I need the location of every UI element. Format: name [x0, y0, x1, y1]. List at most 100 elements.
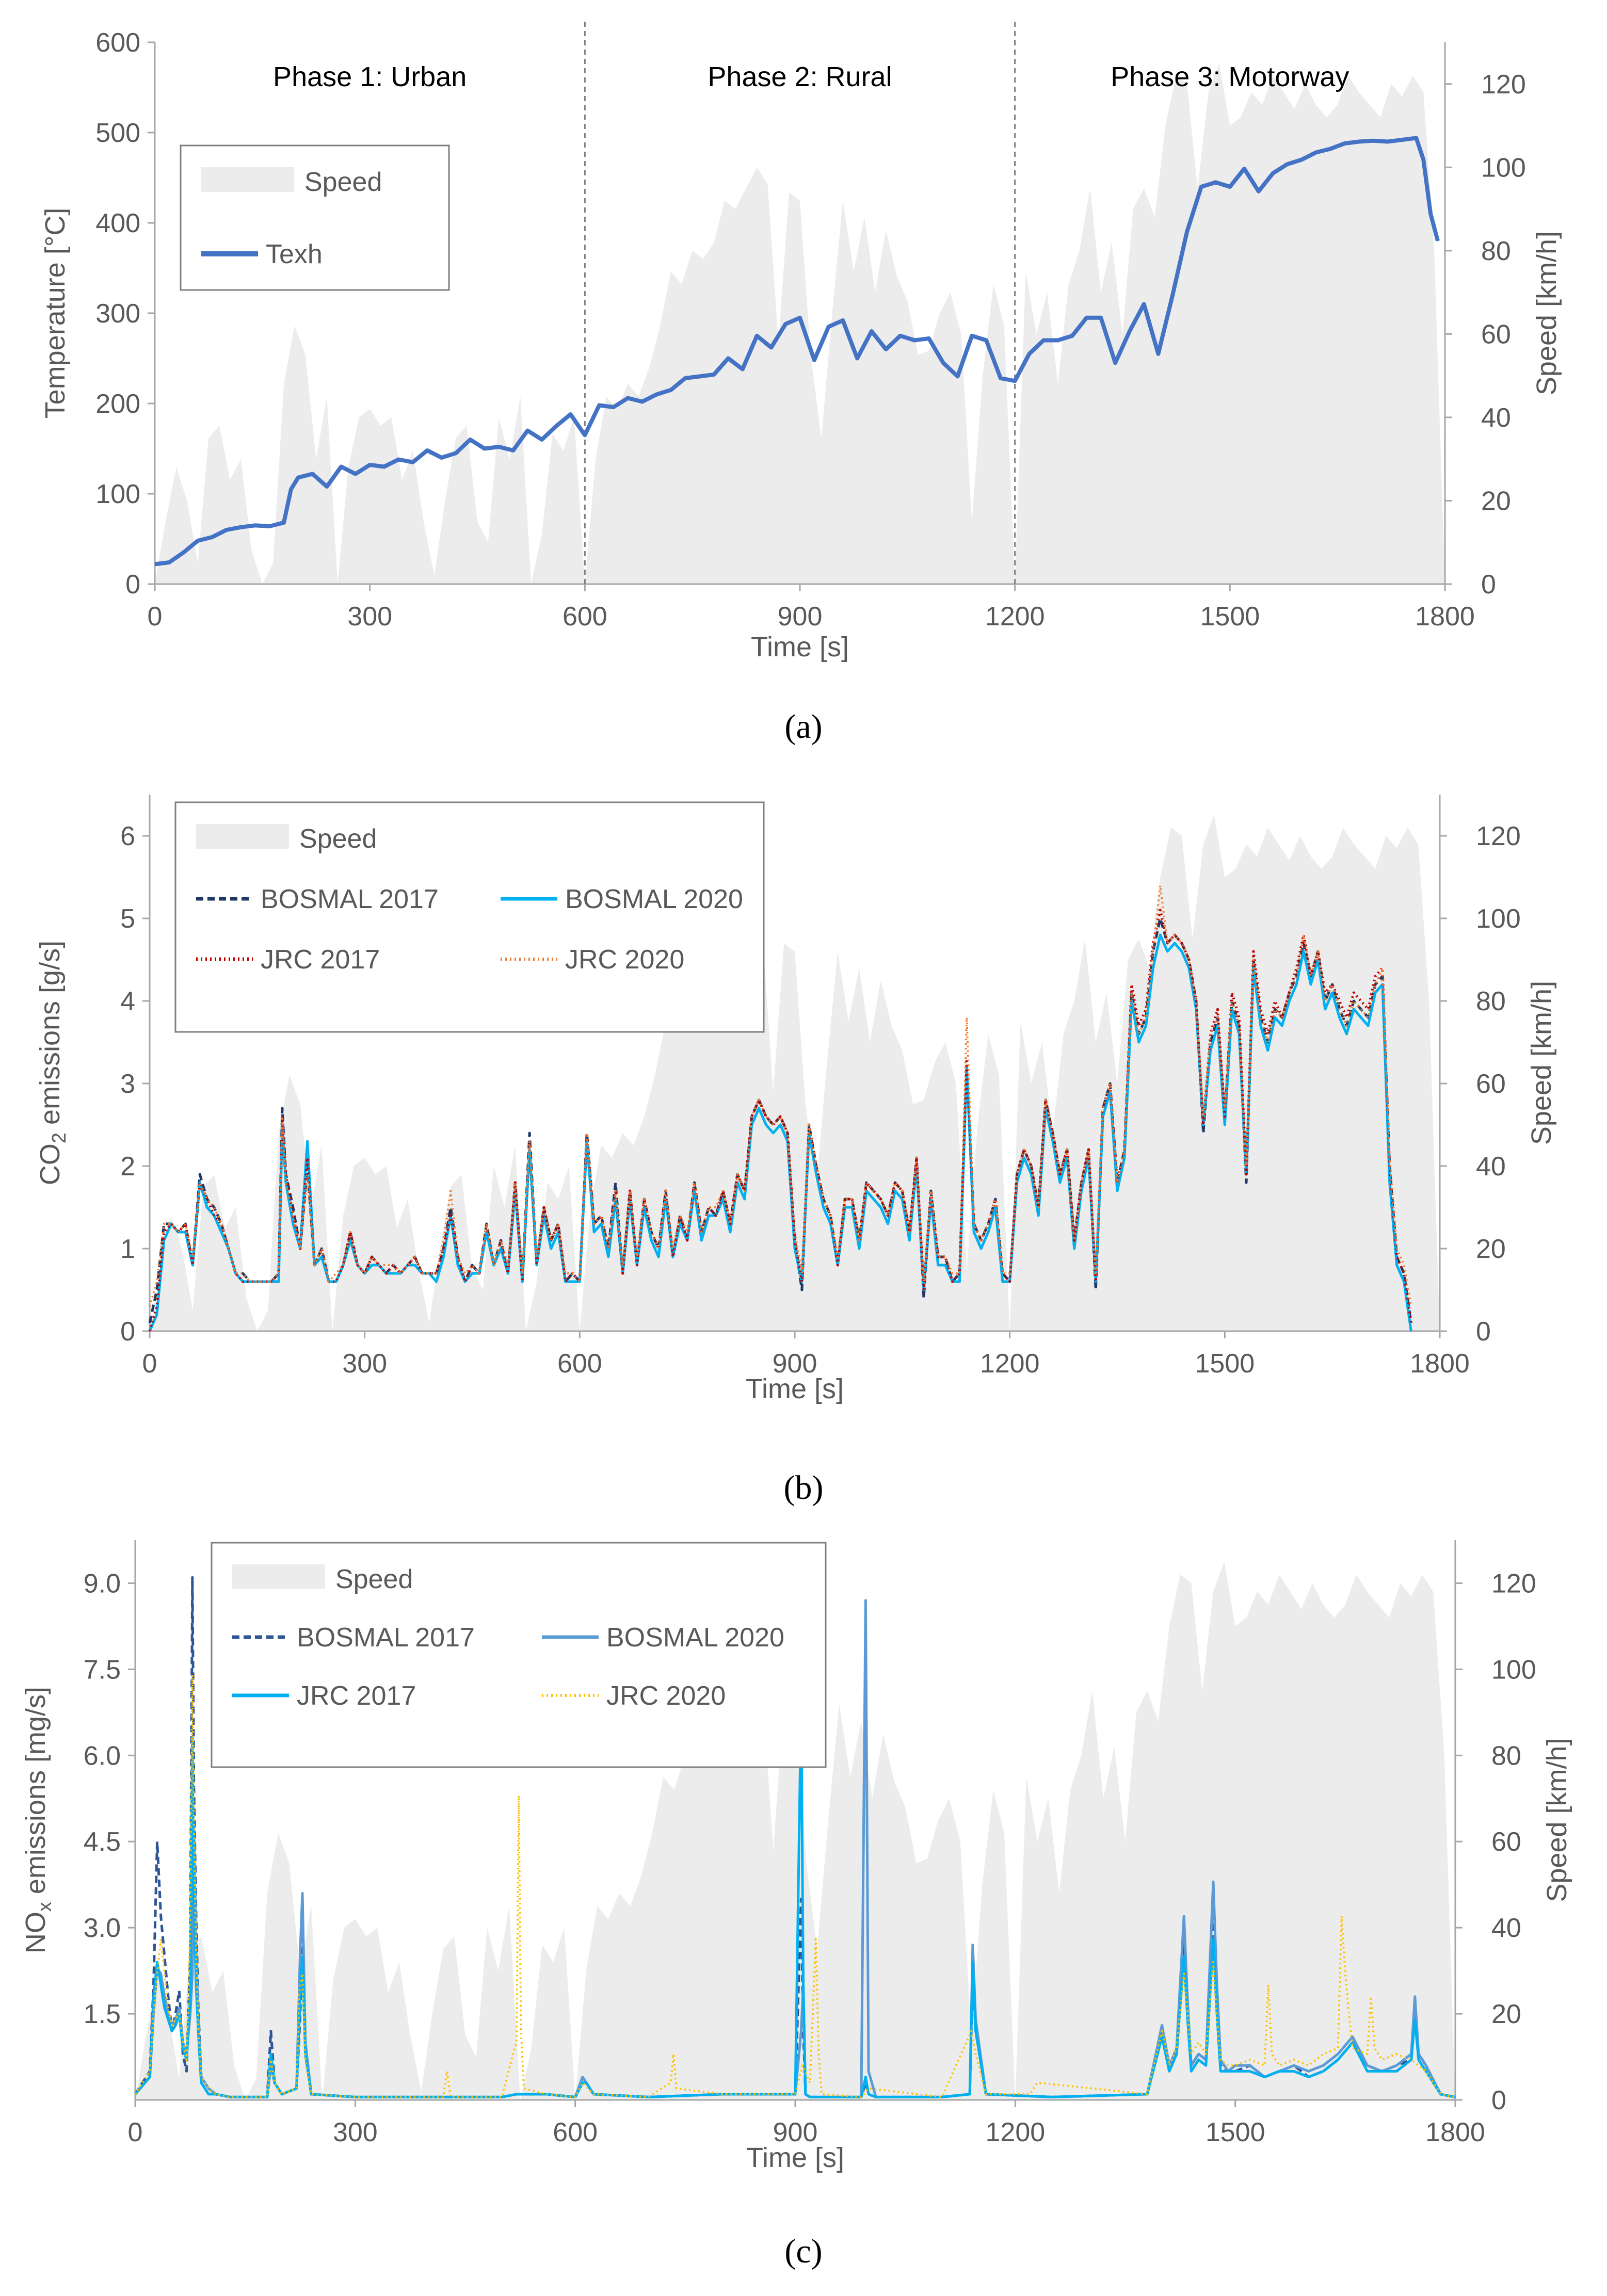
legend-label: Texh — [266, 239, 323, 269]
y-axis-title: NOx emissions [mg/s] — [20, 1687, 56, 1953]
y-tick-label: 300 — [95, 299, 140, 329]
y2-tick-label: 40 — [1476, 1152, 1506, 1182]
y2-tick-label: 20 — [1481, 486, 1511, 516]
y2-tick-label: 60 — [1491, 1827, 1521, 1857]
y-tick-label: 4 — [120, 987, 135, 1016]
x-tick-label: 0 — [128, 2117, 143, 2147]
x-tick-label: 1800 — [1425, 2117, 1485, 2147]
y2-axis-title: Speed [km/h] — [1541, 1738, 1572, 1902]
legend: Speed BOSMAL 2017 BOSMAL 2020 JRC 2017 JRC 2… — [174, 801, 765, 1033]
y2-tick-label: 120 — [1481, 70, 1526, 100]
y2-tick-label: 80 — [1481, 236, 1511, 266]
legend-swatch-speed — [201, 167, 294, 192]
y-tick-label: 200 — [95, 389, 140, 419]
caption-a: (a) — [784, 708, 822, 746]
y2-tick-label: 100 — [1481, 153, 1526, 183]
y-tick-label: 400 — [95, 208, 140, 238]
x-tick-label: 900 — [773, 2117, 818, 2147]
y2-tick-label: 40 — [1491, 1913, 1521, 1943]
x-tick-label: 1500 — [1195, 1349, 1255, 1379]
legend-label: Speed — [299, 824, 377, 854]
legend-label: Speed — [304, 167, 382, 197]
y2-tick-label: 80 — [1476, 987, 1506, 1016]
y-tick-label: 3.0 — [84, 1913, 121, 1943]
x-tick-label: 0 — [148, 602, 163, 632]
y-tick-label: 1.5 — [84, 1999, 121, 2029]
chart-panel-b: 0 300 600 900 1200 1500 1800012345602040608010… — [35, 795, 1557, 1404]
speed-area — [150, 815, 1440, 1331]
legend-label: JRC 2020 — [606, 1681, 726, 1711]
x-tick-label: 300 — [347, 602, 392, 632]
legend-label: BOSMAL 2020 — [565, 884, 743, 914]
y2-tick-label: 20 — [1491, 1999, 1521, 2029]
y2-tick-label: 0 — [1476, 1317, 1491, 1347]
y-tick-label: 500 — [95, 118, 140, 148]
x-tick-label: 300 — [333, 2117, 378, 2147]
legend-label: BOSMAL 2017 — [261, 884, 439, 914]
x-axis-title: Time [s] — [751, 632, 849, 662]
speed-area — [135, 1561, 1455, 2100]
y-tick-label: 6 — [120, 821, 135, 851]
chart-panel-c: 0 300 600 900 1200 1500 18001.53.04.56.07.59.0… — [20, 1540, 1572, 2173]
x-tick-label: 1800 — [1410, 1349, 1470, 1379]
x-tick-label: 1800 — [1415, 602, 1475, 632]
y2-tick-label: 60 — [1481, 319, 1511, 349]
y2-tick-label: 60 — [1476, 1069, 1506, 1099]
y-tick-label: 600 — [95, 28, 140, 58]
x-tick-label: 1200 — [980, 1349, 1040, 1379]
y-tick-label: 0 — [120, 1317, 135, 1347]
y-tick-label: 2 — [120, 1152, 135, 1182]
y-tick-label: 9.0 — [84, 1569, 121, 1598]
legend: Speed BOSMAL 2017 BOSMAL 2020 JRC 2017 JRC 2… — [211, 1542, 827, 1768]
y-axis-title: CO2 emissions [g/s] — [35, 941, 70, 1185]
series-line-jrc-2020 — [149, 884, 1412, 1307]
x-tick-label: 1500 — [1206, 2117, 1265, 2147]
y2-tick-label: 40 — [1481, 403, 1511, 433]
caption-c: (c) — [784, 2233, 822, 2270]
y-tick-label: 1 — [120, 1234, 135, 1264]
y-tick-label: 4.5 — [84, 1827, 121, 1857]
y2-tick-label: 100 — [1476, 904, 1521, 934]
x-tick-label: 1200 — [985, 602, 1045, 632]
y2-tick-label: 20 — [1476, 1234, 1506, 1264]
legend-label: Speed — [335, 1564, 413, 1594]
legend-label: JRC 2017 — [261, 945, 380, 975]
y-tick-label: 7.5 — [84, 1655, 121, 1685]
y-tick-label: 5 — [120, 904, 135, 934]
phase-label: Phase 3: Motorway — [1111, 61, 1349, 92]
legend-swatch-speed — [232, 1564, 325, 1589]
y-tick-label: 3 — [120, 1069, 135, 1099]
x-tick-label: 300 — [342, 1349, 387, 1379]
x-axis-title: Time [s] — [746, 2142, 844, 2173]
series-line-texh — [154, 136, 1440, 567]
y2-tick-label: 0 — [1481, 570, 1496, 600]
legend-label: BOSMAL 2017 — [297, 1623, 475, 1653]
y2-tick-label: 80 — [1491, 1741, 1521, 1771]
x-axis-title: Time [s] — [746, 1373, 844, 1404]
x-tick-label: 600 — [563, 602, 607, 632]
series-line-jrc-2020 — [134, 1674, 1456, 2098]
x-tick-label: 1200 — [985, 2117, 1045, 2147]
x-tick-label: 0 — [142, 1349, 157, 1379]
caption-b: (b) — [784, 1469, 824, 1507]
y2-tick-label: 120 — [1491, 1569, 1536, 1598]
y2-axis-title: Speed [km/h] — [1526, 981, 1557, 1145]
y-tick-label: 6.0 — [84, 1741, 121, 1771]
x-tick-label: 900 — [773, 1349, 817, 1379]
y2-tick-label: 120 — [1476, 821, 1521, 851]
y-tick-label: 0 — [125, 570, 140, 600]
y2-axis-title: Speed [km/h] — [1531, 231, 1562, 395]
legend: Speed Texh — [180, 144, 450, 291]
series-line-jrc-2017 — [148, 909, 1412, 1332]
x-tick-label: 900 — [778, 602, 823, 632]
phase-label: Phase 2: Rural — [708, 61, 892, 92]
legend-swatch-speed — [196, 824, 289, 849]
y2-tick-label: 0 — [1491, 2085, 1506, 2115]
chart-panel-a: 0 300 600 900 1200 1500 1800010020030040050060… — [40, 22, 1562, 662]
y2-tick-label: 100 — [1491, 1655, 1536, 1685]
y-axis-title: Temperature [°C] — [40, 208, 71, 419]
x-tick-label: 1500 — [1200, 602, 1260, 632]
legend-label: JRC 2017 — [297, 1681, 416, 1711]
legend-label: BOSMAL 2020 — [606, 1623, 784, 1653]
